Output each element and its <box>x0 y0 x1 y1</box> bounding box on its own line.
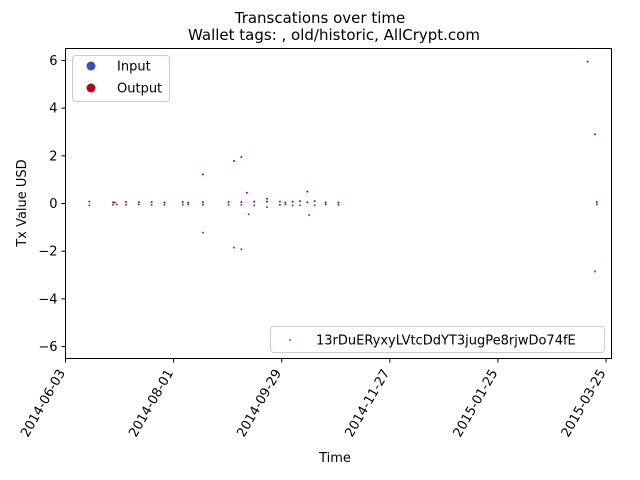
data-point-input <box>233 246 236 249</box>
legend-marker-input <box>86 61 96 71</box>
data-point-output <box>324 201 327 204</box>
y-tick-label: −2 <box>38 245 57 260</box>
data-point-input <box>181 203 184 206</box>
data-point-input <box>299 204 302 207</box>
data-point-input <box>201 231 204 234</box>
data-point-output <box>299 200 302 203</box>
data-point-input <box>187 203 190 206</box>
data-point-input <box>247 213 250 216</box>
data-point-output <box>245 191 248 194</box>
plot-area <box>88 60 598 273</box>
data-point-output <box>150 201 153 204</box>
x-axis-label: Time <box>318 451 351 466</box>
data-point-input <box>291 204 294 207</box>
x-tick-label: 2014-09-29 <box>234 367 285 440</box>
data-point-input <box>284 203 287 206</box>
data-point-output <box>137 201 140 204</box>
data-point-input <box>115 203 118 206</box>
data-point-output <box>201 201 204 204</box>
data-point-input <box>240 203 243 206</box>
data-point-output <box>594 133 597 136</box>
y-tick-label: 4 <box>49 102 57 117</box>
data-point-output <box>240 156 243 158</box>
data-point-output <box>227 201 230 204</box>
legend-marker-output <box>86 83 96 93</box>
data-point-input <box>313 204 316 207</box>
y-axis: −6 −4 −2 0 2 4 6 <box>38 54 66 355</box>
x-tick-label: 2014-11-27 <box>342 367 393 440</box>
data-point-output <box>306 201 309 204</box>
data-point-input <box>266 206 269 209</box>
data-point-output <box>113 201 116 204</box>
y-tick-label: 2 <box>49 149 57 164</box>
legend-label-output: Output <box>117 82 162 97</box>
legend-label-input: Input <box>117 60 151 75</box>
data-point-input <box>137 203 140 206</box>
data-point-output <box>201 173 204 176</box>
data-point-output <box>240 201 243 204</box>
x-tick-label: 2015-03-25 <box>559 367 610 440</box>
data-point-output <box>595 201 598 204</box>
legend-wallet: 13rDuERyxyLVtcDdYT3jugPe8rjwDo74fE <box>270 326 605 353</box>
data-point-output <box>586 60 589 63</box>
data-point-output <box>306 190 309 193</box>
legend-input-output: Input Output <box>72 55 170 102</box>
data-point-output <box>337 201 340 204</box>
legend-label-wallet: 13rDuERyxyLVtcDdYT3jugPe8rjwDo74fE <box>316 334 576 349</box>
legend-marker-wallet <box>289 339 291 341</box>
data-point-input <box>88 204 91 207</box>
data-point-input <box>150 203 153 206</box>
data-point-output <box>88 200 91 203</box>
data-point-input <box>253 204 256 207</box>
data-point-input <box>227 203 230 206</box>
data-point-input <box>308 213 311 216</box>
data-point-output <box>284 201 287 204</box>
x-tick-label: 2014-06-03 <box>18 367 69 440</box>
legend-box <box>72 55 170 102</box>
data-point-input <box>163 203 166 206</box>
data-point-output <box>112 201 115 204</box>
data-point-input <box>240 248 243 251</box>
data-point-output <box>124 200 127 203</box>
chart-title: Transcations over time <box>234 9 406 27</box>
data-point-output <box>181 201 184 204</box>
y-tick-label: −4 <box>38 292 57 307</box>
y-axis-label: Tx Value USD <box>15 159 30 247</box>
data-point-input <box>201 203 204 206</box>
data-point-output <box>278 200 281 203</box>
data-point-output <box>313 200 316 203</box>
x-tick-label: 2014-08-01 <box>126 367 177 440</box>
y-tick-label: −6 <box>38 340 57 355</box>
data-point-output <box>266 200 269 203</box>
data-point-input <box>112 203 115 206</box>
data-point-input <box>594 270 597 273</box>
data-point-output <box>187 201 190 204</box>
data-point-input <box>278 203 281 206</box>
x-tick-label: 2015-01-25 <box>451 367 502 440</box>
data-point-input <box>324 203 327 206</box>
data-point-output <box>266 197 269 200</box>
chart-subtitle: Wallet tags: , old/historic, AllCrypt.co… <box>188 26 480 44</box>
data-point-output <box>233 160 236 163</box>
data-point-input <box>124 203 127 206</box>
data-point-output <box>291 200 294 203</box>
y-tick-label: 6 <box>49 54 57 69</box>
data-point-output <box>253 200 256 203</box>
y-tick-label: 0 <box>49 197 57 212</box>
legend-box <box>270 326 605 353</box>
data-point-output <box>163 201 166 204</box>
data-point-input <box>595 203 598 206</box>
x-axis: 2014-06-03 2014-08-01 2014-09-29 2014-11-27… <box>18 358 610 440</box>
data-point-input <box>337 203 340 206</box>
